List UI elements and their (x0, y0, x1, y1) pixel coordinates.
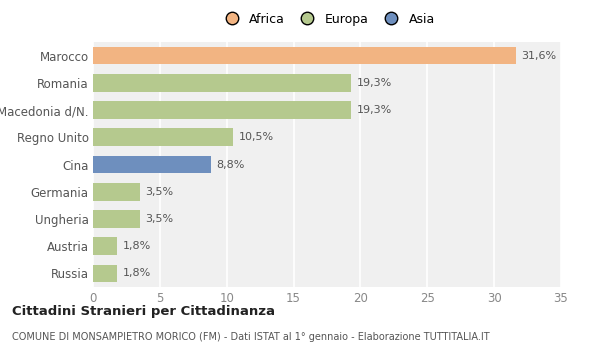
Bar (93, 74, 351, 92)
Text: Cittadini Stranieri per Cittadinanza: Cittadini Stranieri per Cittadinanza (12, 304, 275, 317)
Bar (93, 47, 515, 64)
Text: 10,5%: 10,5% (239, 132, 274, 142)
Text: 31,6%: 31,6% (521, 51, 556, 61)
Text: 19,3%: 19,3% (356, 78, 392, 88)
Text: 19,3%: 19,3% (356, 105, 392, 115)
Text: 1,8%: 1,8% (122, 241, 151, 251)
Bar (93, 237, 117, 255)
Bar (93, 265, 117, 282)
Bar (93, 101, 351, 119)
Legend: Africa, Europa, Asia: Africa, Europa, Asia (214, 8, 440, 31)
Bar (93, 183, 140, 201)
Bar (93, 210, 140, 228)
Text: 3,5%: 3,5% (145, 187, 173, 197)
Bar (93, 156, 211, 173)
Bar (93, 128, 233, 146)
Text: 3,5%: 3,5% (145, 214, 173, 224)
Text: 1,8%: 1,8% (122, 268, 151, 278)
Text: 8,8%: 8,8% (216, 160, 244, 169)
Text: COMUNE DI MONSAMPIETRO MORICO (FM) - Dati ISTAT al 1° gennaio - Elaborazione TUT: COMUNE DI MONSAMPIETRO MORICO (FM) - Dat… (12, 332, 490, 343)
